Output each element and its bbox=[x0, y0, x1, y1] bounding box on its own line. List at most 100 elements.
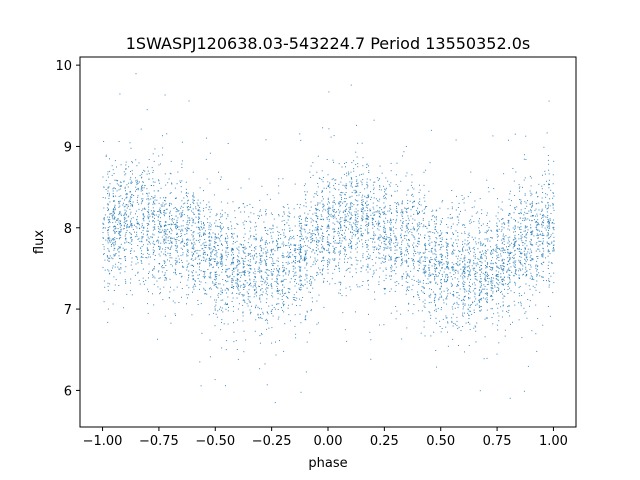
data-point bbox=[550, 189, 552, 191]
data-point bbox=[118, 233, 120, 235]
data-point bbox=[354, 213, 356, 215]
data-point bbox=[153, 214, 155, 215]
data-point bbox=[474, 292, 476, 294]
data-point bbox=[349, 206, 351, 208]
data-point bbox=[134, 274, 136, 276]
data-point bbox=[475, 278, 477, 280]
data-point bbox=[107, 227, 109, 228]
data-point bbox=[464, 281, 466, 283]
data-point bbox=[329, 259, 331, 261]
data-point bbox=[401, 226, 403, 228]
data-point bbox=[553, 195, 555, 197]
data-point bbox=[261, 333, 262, 334]
data-point bbox=[306, 274, 308, 276]
data-point bbox=[285, 268, 287, 270]
data-point bbox=[380, 262, 382, 264]
data-point bbox=[165, 197, 167, 199]
data-point bbox=[168, 297, 170, 299]
data-point bbox=[107, 321, 109, 323]
data-point bbox=[125, 256, 126, 258]
data-point bbox=[535, 208, 537, 210]
data-point bbox=[439, 265, 441, 267]
data-point bbox=[462, 283, 464, 285]
data-point bbox=[530, 238, 532, 240]
data-point bbox=[127, 193, 128, 195]
data-point bbox=[462, 308, 464, 310]
data-point bbox=[158, 240, 160, 242]
data-point bbox=[453, 268, 455, 270]
data-point bbox=[487, 281, 489, 283]
data-point bbox=[170, 160, 172, 162]
data-point bbox=[432, 232, 434, 233]
data-point bbox=[299, 258, 301, 260]
data-point bbox=[424, 251, 426, 253]
data-point bbox=[223, 284, 225, 286]
data-point bbox=[373, 187, 375, 189]
data-point bbox=[182, 225, 184, 227]
data-point bbox=[520, 212, 522, 214]
data-point bbox=[542, 243, 544, 245]
data-point bbox=[104, 197, 106, 199]
data-point bbox=[506, 246, 507, 248]
data-point bbox=[152, 216, 154, 218]
data-point bbox=[477, 242, 479, 244]
data-point bbox=[152, 242, 154, 244]
data-point bbox=[356, 251, 358, 253]
data-point bbox=[197, 278, 199, 279]
data-point bbox=[305, 251, 307, 253]
data-point bbox=[164, 173, 166, 175]
data-point bbox=[250, 265, 252, 266]
data-point bbox=[463, 288, 465, 290]
data-point bbox=[374, 298, 376, 300]
data-point bbox=[500, 276, 502, 278]
data-point bbox=[513, 180, 515, 182]
data-point bbox=[298, 283, 300, 285]
data-point bbox=[486, 232, 487, 234]
data-point bbox=[299, 269, 301, 271]
data-point bbox=[431, 273, 433, 275]
data-point bbox=[406, 260, 408, 262]
data-point bbox=[451, 206, 453, 208]
data-point bbox=[265, 284, 267, 286]
data-point bbox=[231, 301, 233, 302]
data-point bbox=[497, 198, 498, 200]
data-point bbox=[148, 223, 149, 225]
data-point bbox=[244, 252, 246, 254]
data-point bbox=[249, 203, 251, 205]
data-point bbox=[119, 247, 121, 249]
data-point bbox=[123, 171, 125, 173]
data-point bbox=[355, 228, 357, 230]
data-point bbox=[259, 256, 261, 257]
data-point bbox=[112, 303, 114, 305]
data-point bbox=[496, 233, 498, 235]
data-point bbox=[531, 205, 533, 206]
data-point bbox=[287, 219, 289, 221]
data-point bbox=[462, 326, 464, 327]
data-point bbox=[371, 221, 373, 223]
data-point bbox=[392, 270, 394, 272]
data-point bbox=[539, 230, 540, 232]
data-point bbox=[541, 254, 543, 256]
data-point bbox=[340, 282, 342, 284]
data-point bbox=[267, 249, 268, 251]
data-point bbox=[459, 250, 461, 252]
data-point bbox=[160, 217, 161, 219]
data-point bbox=[146, 239, 148, 241]
data-point bbox=[430, 251, 432, 253]
data-point bbox=[521, 240, 523, 242]
data-point bbox=[218, 171, 219, 173]
data-point bbox=[519, 227, 521, 229]
data-point bbox=[448, 268, 450, 270]
data-point bbox=[497, 276, 499, 278]
data-point bbox=[553, 244, 555, 246]
data-point bbox=[548, 187, 550, 189]
data-point bbox=[236, 283, 238, 285]
data-point bbox=[349, 221, 351, 223]
data-point bbox=[455, 209, 457, 211]
data-point bbox=[474, 273, 476, 275]
data-point bbox=[471, 215, 473, 217]
data-point bbox=[536, 242, 538, 244]
data-point bbox=[292, 254, 294, 256]
data-point bbox=[373, 181, 375, 183]
data-point bbox=[323, 260, 325, 261]
